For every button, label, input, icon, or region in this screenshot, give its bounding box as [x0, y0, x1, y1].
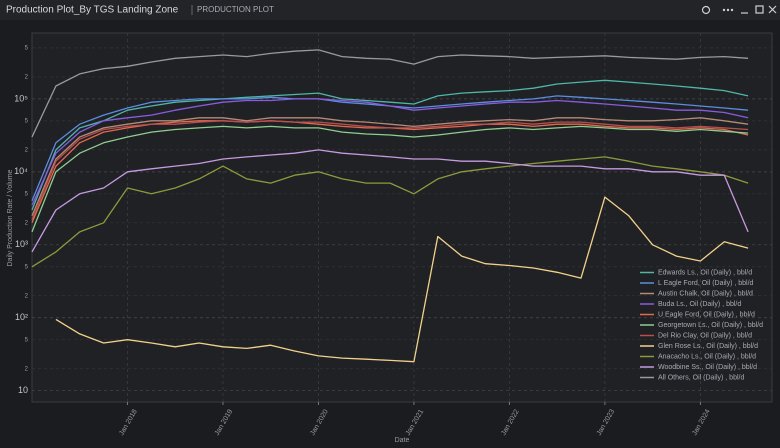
legend-label: Woodbine Ss., Oil (Daily) , bbl/d — [658, 364, 757, 371]
y-tick-label: 5 — [25, 191, 29, 197]
y-tick-label: 2 — [25, 220, 29, 226]
close-icon[interactable] — [768, 5, 777, 14]
y-axis-label: Daily Production Rate / Volume — [7, 169, 14, 266]
header-title: Production Plot_By TGS Landing Zone — [6, 5, 179, 16]
legend-label: L Eagle Ford, Oil (Daily) , bbl/d — [658, 280, 754, 287]
y-tick-label: 10⁴ — [14, 166, 28, 176]
series-line — [31, 79, 749, 211]
series-line — [31, 149, 749, 253]
y-tick-label: 2 — [25, 147, 29, 153]
legend-label: Glen Rose Ls., Oil (Daily) , bbl/d — [658, 343, 758, 350]
series-line — [31, 49, 749, 138]
series-line — [31, 120, 749, 221]
legend-label: Georgetown Ls., Oil (Daily) , bbl/d — [658, 322, 763, 329]
series-line — [31, 125, 749, 233]
y-tick-label: 5 — [25, 337, 29, 343]
more-icon[interactable] — [722, 8, 734, 12]
y-tick-label: 5 — [25, 45, 29, 51]
y-tick-label: 10 — [18, 385, 28, 395]
maximize-icon[interactable] — [755, 5, 764, 14]
legend-label: U Eagle Ford, Oil (Daily) , bbl/d — [658, 311, 755, 318]
y-tick-label: 10³ — [15, 239, 28, 249]
series-line — [31, 117, 749, 217]
legend-label: All Others, Oil (Daily) , bbl/d — [658, 374, 744, 381]
y-tick-label: 2 — [25, 75, 29, 81]
legend-label: Anacacho Ls., Oil (Daily) , bbl/d — [658, 353, 756, 360]
y-tick-label: 2 — [25, 293, 29, 299]
legend-label: Edwards Ls., Oil (Daily) , bbl/d — [658, 269, 752, 276]
y-tick-label: 10⁵ — [14, 93, 28, 103]
header-bar — [0, 0, 780, 20]
legend-label: Buda Ls., Oil (Daily) , bbl/d — [658, 301, 741, 308]
y-tick-label: 5 — [25, 264, 29, 270]
x-axis-label: Date — [395, 437, 410, 444]
y-tick-label: 2 — [25, 366, 29, 372]
refresh-icon[interactable] — [701, 5, 711, 15]
header-subtitle: PRODUCTION PLOT — [197, 5, 274, 14]
legend-label: Del Rio Clay, Oil (Daily) , bbl/d — [658, 332, 752, 339]
y-tick-label: 5 — [25, 118, 29, 124]
plot-area — [31, 32, 773, 403]
legend-label: Austin Chalk, Oil (Daily) , bbl/d — [658, 290, 753, 297]
series-line — [31, 156, 749, 268]
series-line — [31, 98, 749, 206]
y-tick-label: 10² — [15, 312, 28, 322]
series-line — [55, 196, 749, 363]
